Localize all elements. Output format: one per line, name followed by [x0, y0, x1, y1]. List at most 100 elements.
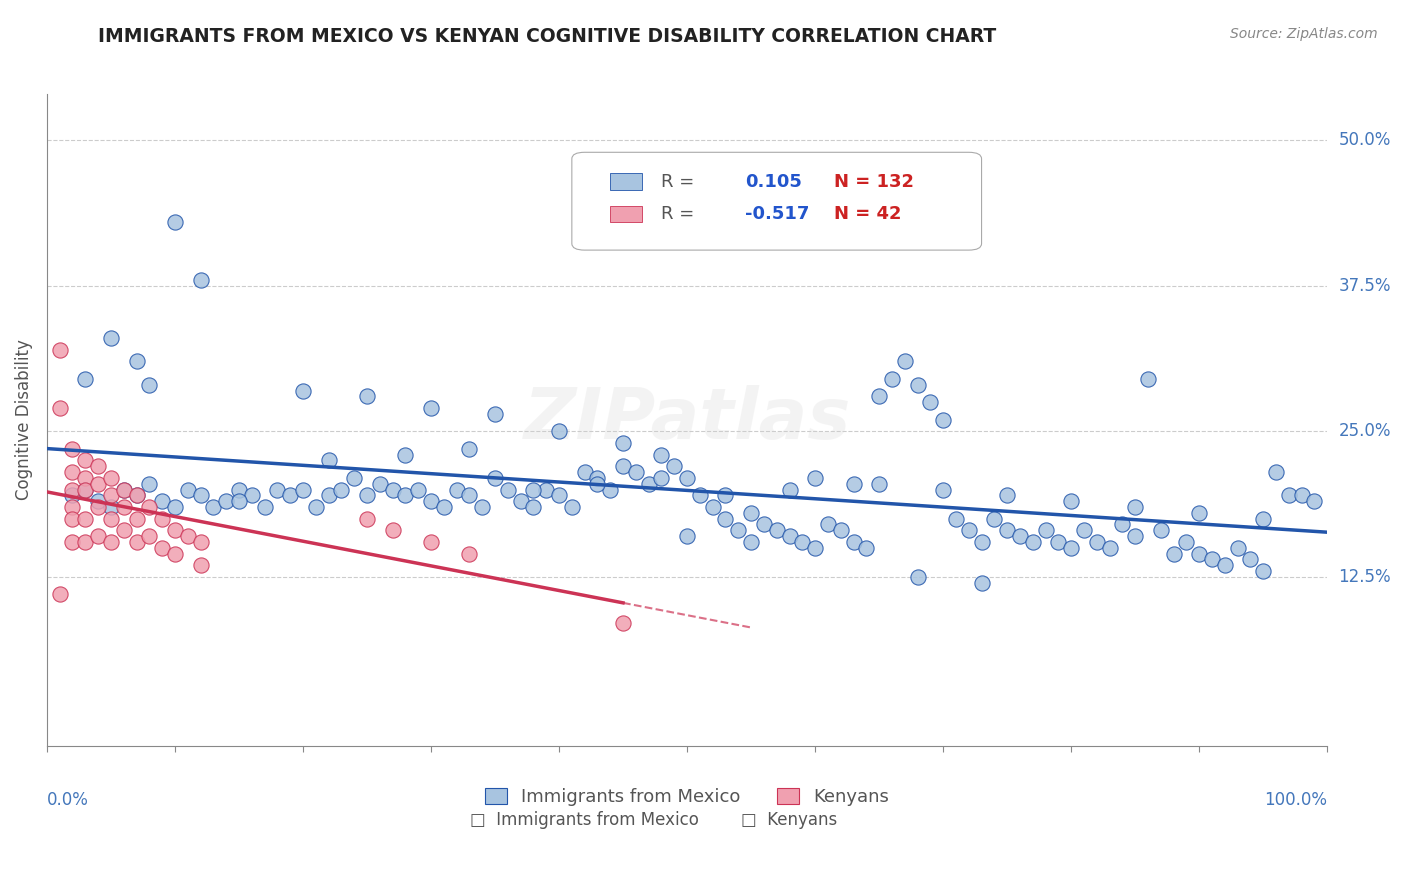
Point: [406, 483, 429, 497]
Point: [586, 476, 609, 491]
Point: [112, 483, 135, 497]
Point: [1303, 494, 1326, 508]
Point: [62, 483, 84, 497]
Point: [676, 471, 699, 485]
Point: [75, 471, 97, 485]
Point: [1188, 506, 1211, 520]
Point: [586, 471, 609, 485]
Point: [100, 488, 122, 502]
Point: [48, 343, 70, 357]
Point: [868, 389, 890, 403]
Point: [75, 483, 97, 497]
Text: ZIPatlas: ZIPatlas: [523, 385, 851, 454]
Point: [880, 372, 903, 386]
Point: [62, 535, 84, 549]
Point: [612, 459, 634, 474]
Point: [394, 448, 416, 462]
Point: [190, 273, 212, 287]
Point: [62, 500, 84, 514]
Point: [75, 511, 97, 525]
Point: [318, 453, 340, 467]
Point: [381, 523, 404, 537]
Point: [138, 500, 160, 514]
Point: [740, 506, 762, 520]
Point: [714, 488, 737, 502]
Point: [932, 483, 955, 497]
Point: [1226, 541, 1249, 555]
Point: [689, 488, 711, 502]
Point: [522, 500, 544, 514]
Point: [163, 215, 186, 229]
Point: [471, 500, 494, 514]
Point: [842, 476, 865, 491]
Point: [87, 459, 110, 474]
Point: [112, 523, 135, 537]
Point: [664, 459, 686, 474]
Text: 50.0%: 50.0%: [1339, 131, 1391, 149]
Point: [150, 541, 173, 555]
Point: [804, 541, 827, 555]
Point: [112, 500, 135, 514]
Point: [190, 558, 212, 573]
Point: [125, 488, 148, 502]
Point: [291, 384, 314, 398]
Point: [253, 500, 276, 514]
Point: [1265, 465, 1288, 479]
Point: [291, 483, 314, 497]
Point: [356, 488, 378, 502]
Point: [740, 535, 762, 549]
Legend: Immigrants from Mexico, Kenyans: Immigrants from Mexico, Kenyans: [477, 779, 898, 815]
Point: [62, 488, 84, 502]
Point: [163, 500, 186, 514]
Point: [868, 476, 890, 491]
Point: [548, 488, 571, 502]
Point: [420, 535, 443, 549]
Text: R =: R =: [661, 173, 706, 191]
Point: [970, 535, 993, 549]
Point: [765, 523, 787, 537]
Text: 100.0%: 100.0%: [1264, 791, 1327, 809]
Point: [1150, 523, 1173, 537]
Point: [1008, 529, 1031, 543]
Point: [1098, 541, 1121, 555]
Text: R =: R =: [661, 205, 700, 223]
Point: [87, 494, 110, 508]
Point: [1047, 535, 1070, 549]
Point: [100, 471, 122, 485]
Point: [945, 511, 967, 525]
Point: [779, 483, 801, 497]
Point: [1251, 511, 1274, 525]
Point: [995, 523, 1018, 537]
Point: [970, 575, 993, 590]
Point: [177, 529, 200, 543]
Text: 37.5%: 37.5%: [1339, 277, 1391, 294]
Point: [150, 511, 173, 525]
Point: [855, 541, 877, 555]
Text: 0.0%: 0.0%: [46, 791, 89, 809]
Point: [830, 523, 852, 537]
Point: [1060, 541, 1083, 555]
Point: [1188, 547, 1211, 561]
Point: [163, 547, 186, 561]
Point: [228, 494, 250, 508]
Point: [599, 483, 621, 497]
Point: [1239, 552, 1261, 566]
Point: [100, 511, 122, 525]
Point: [484, 471, 506, 485]
Point: [1213, 558, 1236, 573]
Point: [842, 535, 865, 549]
Point: [496, 483, 519, 497]
Point: [62, 442, 84, 456]
Point: [612, 436, 634, 450]
Point: [983, 511, 1005, 525]
Point: [536, 483, 558, 497]
Point: [368, 476, 391, 491]
Text: □  Immigrants from Mexico: □ Immigrants from Mexico: [470, 811, 699, 829]
FancyBboxPatch shape: [610, 173, 643, 190]
Point: [574, 465, 596, 479]
Point: [228, 483, 250, 497]
Point: [1163, 547, 1185, 561]
Point: [381, 483, 404, 497]
Point: [792, 535, 814, 549]
Point: [1278, 488, 1301, 502]
